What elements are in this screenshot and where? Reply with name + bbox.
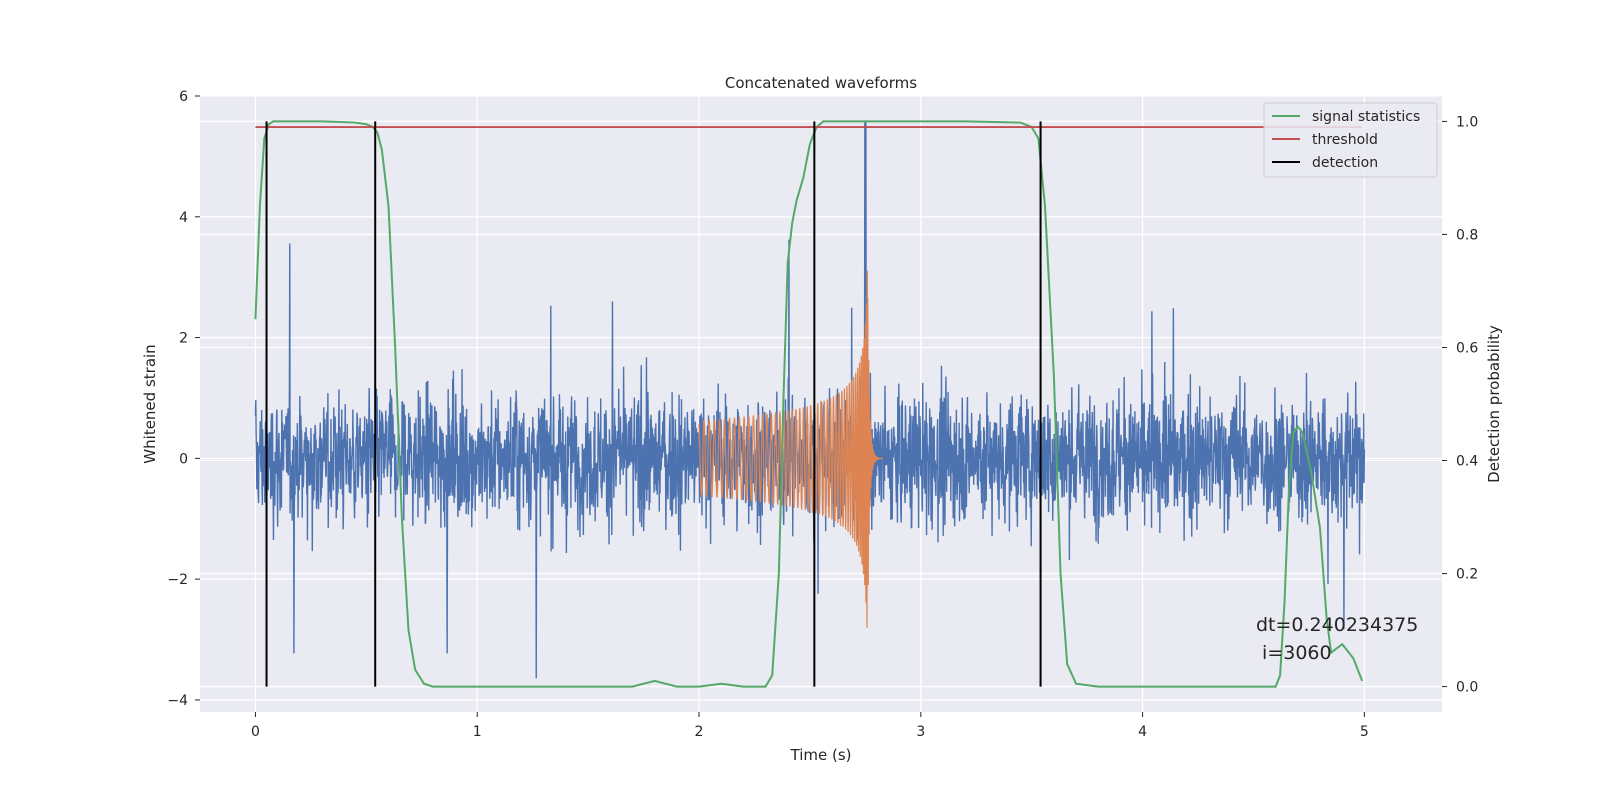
x-tick-label-0: 0 [251, 724, 260, 740]
y2-tick-label-0: 0.0 [1456, 680, 1478, 696]
y2-tick-label-4: 0.8 [1456, 227, 1478, 243]
chirp-series-line [698, 270, 884, 628]
y-axis-label: Whitened strain [141, 344, 159, 463]
annotation-i: i=3060 [1256, 642, 1332, 664]
annotation-dt: dt=0.240234375 [1256, 614, 1418, 636]
ticks: 0 1 2 3 4 5 −4 −2 0 2 4 6 0.0 0.2 0.4 0.6 0.8 1.0 [167, 89, 1478, 740]
x-tick-label-3: 3 [916, 724, 925, 740]
y-tick-label-5: 6 [179, 89, 188, 105]
y2-tick-label-5: 1.0 [1456, 114, 1478, 130]
y-tick-label-4: 4 [179, 210, 188, 226]
x-tick-label-2: 2 [695, 724, 704, 740]
y-tick-label-0: −4 [167, 693, 188, 709]
y2-tick-label-2: 0.4 [1456, 454, 1478, 470]
legend-box [1263, 102, 1438, 178]
y-tick-label-3: 2 [179, 331, 188, 347]
y-tick-label-2: 0 [179, 451, 188, 467]
y2-axis-label: Detection probability [1485, 325, 1503, 483]
legend: signal statistics threshold detection [1263, 102, 1438, 178]
x-axis-label: Time (s) [790, 746, 852, 764]
y2-tick-label-3: 0.6 [1456, 340, 1478, 356]
series-layer [254, 120, 1366, 688]
y-tick-label-1: −2 [167, 572, 188, 588]
x-tick-label-1: 1 [473, 724, 482, 740]
x-tick-label-5: 5 [1360, 724, 1369, 740]
chart-title: Concatenated waveforms [725, 74, 917, 92]
legend-label-detection: detection [1312, 155, 1378, 171]
legend-label-threshold: threshold [1312, 132, 1378, 148]
x-tick-label-4: 4 [1138, 724, 1147, 740]
legend-label-signal-statistics: signal statistics [1312, 109, 1420, 125]
y2-tick-label-1: 0.2 [1456, 567, 1478, 583]
